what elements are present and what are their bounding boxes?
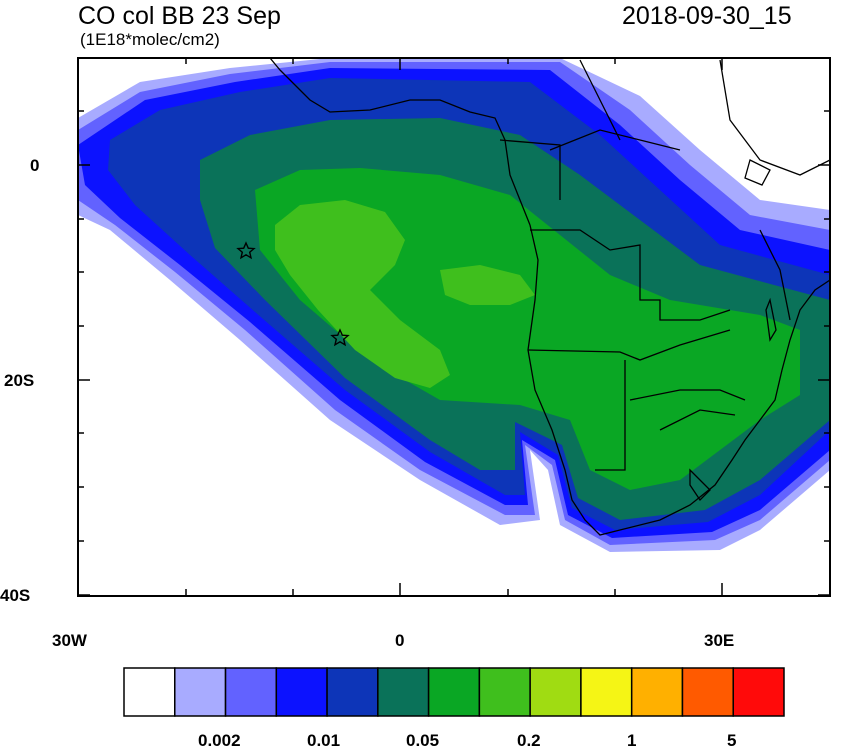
colorbar-label: 0.2 bbox=[517, 731, 541, 750]
colorbar-swatch bbox=[732, 667, 785, 717]
colorbar-label: 0.05 bbox=[406, 731, 440, 750]
country-borders bbox=[499, 59, 830, 502]
lon-label-30e: 30E bbox=[704, 631, 735, 650]
axis-ticks bbox=[77, 58, 830, 596]
colorbar-swatch bbox=[224, 667, 278, 717]
lon-label-30w: 30W bbox=[52, 631, 87, 650]
east-africa-coast bbox=[781, 279, 830, 371]
valid-time: 2018-09-30_15 bbox=[622, 2, 792, 30]
colorbar-swatch bbox=[427, 667, 481, 717]
colorbar-swatch bbox=[275, 667, 328, 717]
colorbar-label: 5 bbox=[727, 731, 737, 750]
lake-malawi bbox=[765, 297, 777, 342]
plume-level-7b bbox=[440, 265, 535, 305]
colorbar-swatch bbox=[681, 667, 734, 717]
lat-label-20s: 20S bbox=[4, 371, 35, 390]
units-label: (1E18*molec/cm2) bbox=[80, 30, 220, 49]
colorbar-swatch bbox=[174, 667, 227, 717]
star-marker bbox=[330, 328, 350, 347]
lat-label-40s: 40S bbox=[0, 586, 31, 605]
plume-level-7 bbox=[275, 200, 450, 388]
colorbar-swatch bbox=[630, 667, 684, 717]
coastlines bbox=[269, 58, 830, 536]
colorbar bbox=[123, 667, 785, 717]
colorbar-swatch bbox=[580, 667, 633, 717]
colorbar-swatch bbox=[123, 667, 176, 717]
colorbar-label: 1 bbox=[627, 731, 637, 750]
colorbar-label: 0.002 bbox=[198, 731, 241, 750]
colorbar-swatch bbox=[478, 667, 531, 717]
lat-label-0: 0 bbox=[30, 156, 40, 175]
west-africa-coast bbox=[269, 58, 531, 226]
lon-label-0: 0 bbox=[395, 631, 405, 650]
star-marker bbox=[236, 241, 256, 260]
plume-field bbox=[78, 58, 830, 596]
markers bbox=[236, 241, 350, 347]
colorbar-swatch bbox=[529, 667, 582, 717]
colorbar-swatch bbox=[326, 667, 379, 717]
lake-victoria bbox=[744, 159, 771, 186]
colorbar-label: 0.01 bbox=[307, 731, 341, 750]
map-title: CO col BB 23 Sep bbox=[78, 2, 281, 30]
map-frame bbox=[77, 57, 831, 597]
colorbar-swatch bbox=[377, 667, 430, 717]
